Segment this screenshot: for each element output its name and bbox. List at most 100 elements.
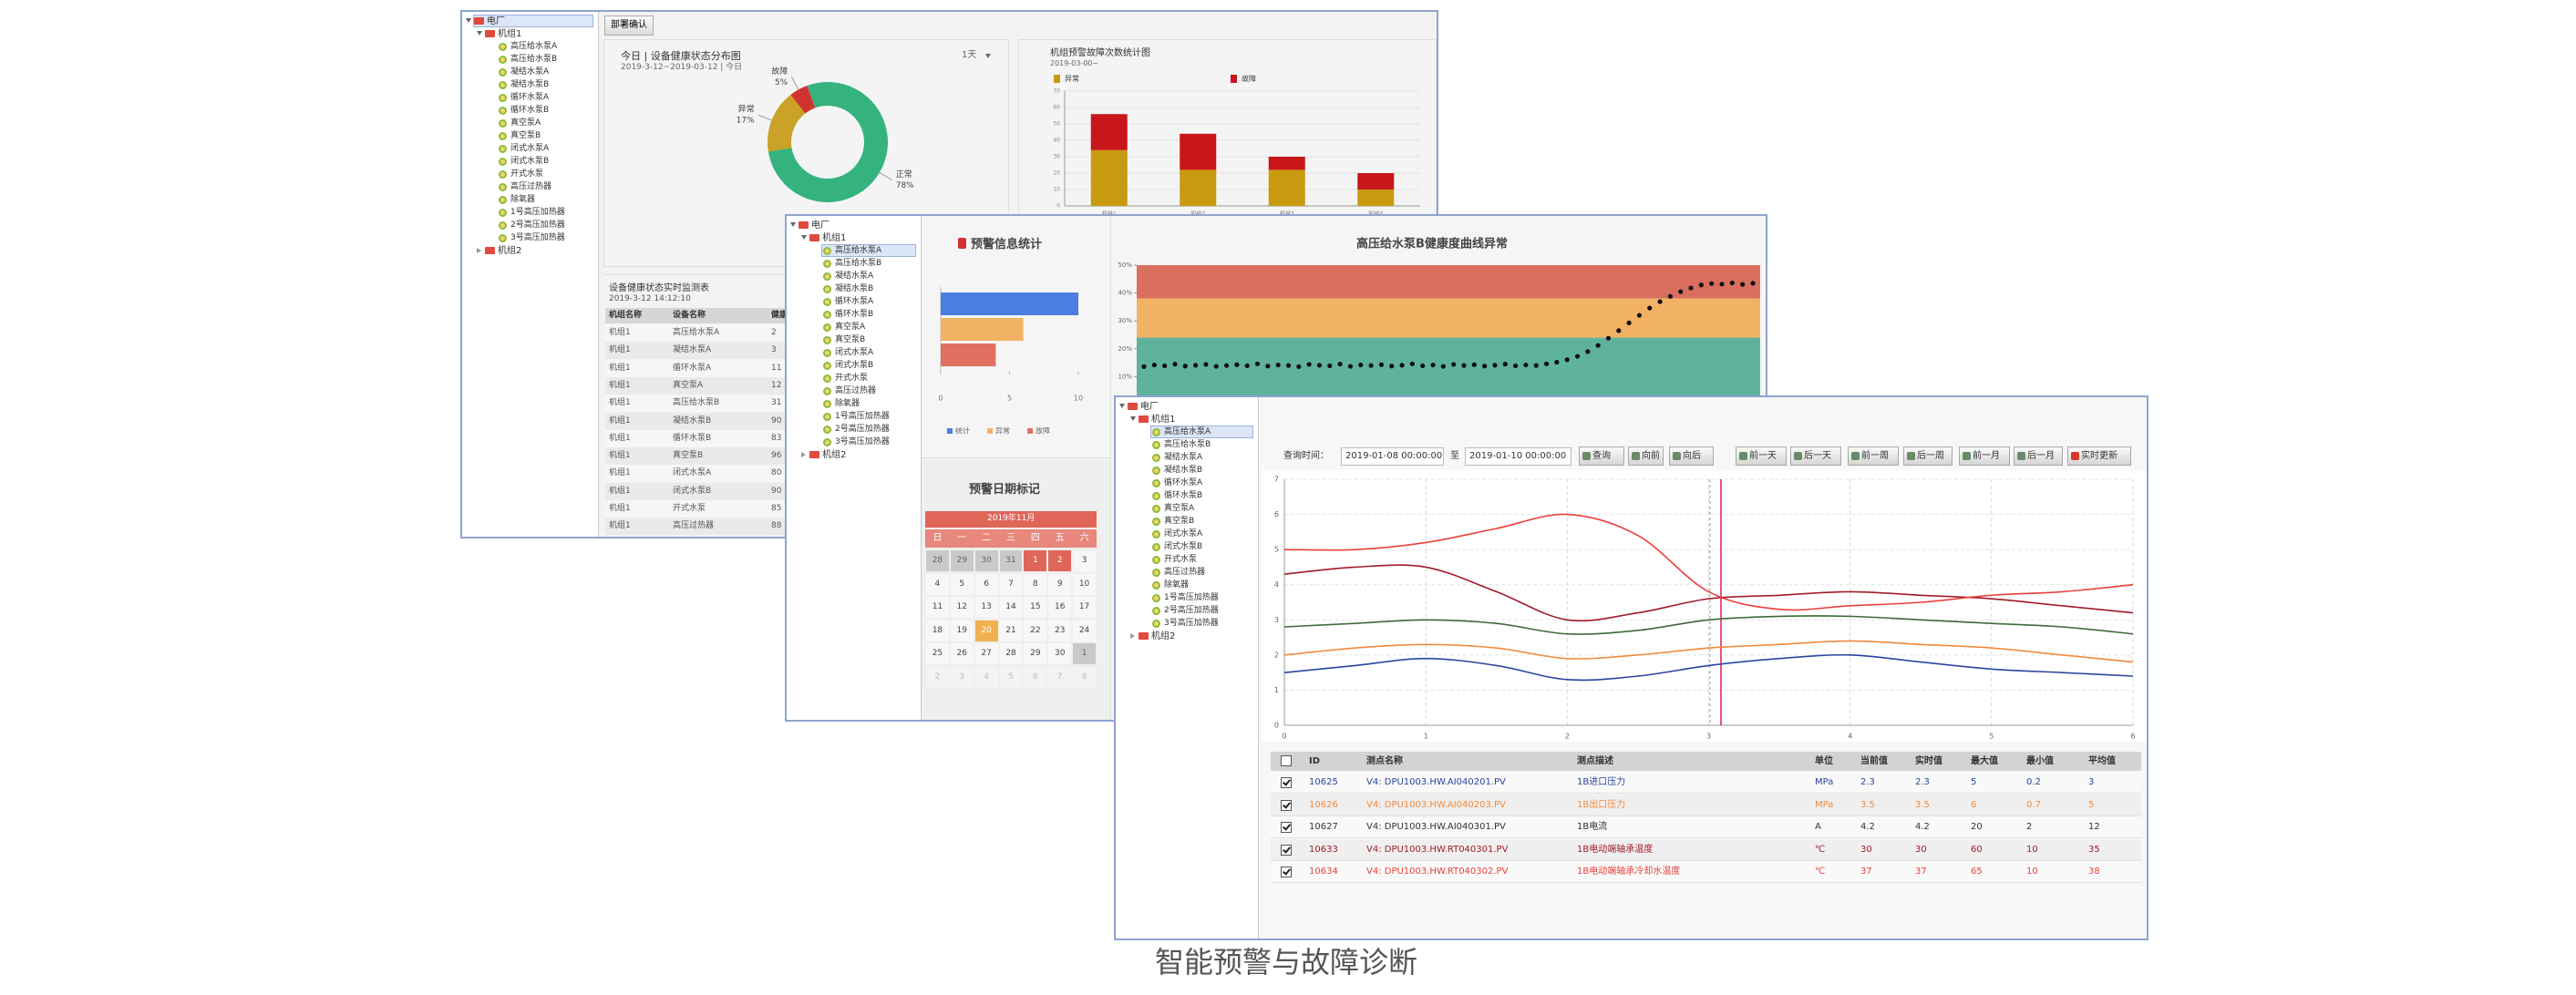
calendar-title: 预警日期标记 <box>969 483 1041 497</box>
calendar-cell <box>1073 643 1096 664</box>
tree-label: 循环水泵A <box>510 93 550 102</box>
tree-selection <box>1150 426 1253 438</box>
bar <box>941 318 1024 341</box>
calendar-day: 22 <box>1030 625 1041 635</box>
table-cell: A <box>1815 822 1821 832</box>
tree-label: 开式水泵 <box>510 169 544 179</box>
status-icon <box>1152 530 1160 539</box>
table-cell: 65 <box>1971 867 1983 877</box>
health-point <box>1193 363 1199 368</box>
tree-label: 1号高压加热器 <box>1164 593 1219 602</box>
calendar-cell <box>1048 573 1072 595</box>
tree-label: 3号高压加热器 <box>1164 619 1219 628</box>
calendar-day: 6 <box>984 579 989 589</box>
toolbar-button[interactable]: 前一天 <box>1736 446 1787 466</box>
toolbar-button[interactable]: 部署确认 <box>604 15 654 36</box>
table-cell: ℃ <box>1815 867 1826 877</box>
toolbar-button[interactable]: 实时更新 <box>2067 446 2131 466</box>
x-tick-label: 5 <box>1007 395 1012 403</box>
y-tick-label: 6 <box>1274 510 1279 518</box>
tree-label: 3号高压加热器 <box>835 437 890 446</box>
chart-svg: 0 1 2 3 4 5 6 7 0 1 2 3 4 5 6 <box>1274 476 2136 741</box>
health-point <box>1512 363 1519 369</box>
status-icon <box>823 260 831 268</box>
checkmark <box>1283 799 1291 809</box>
x-tick-label: 6 <box>2130 733 2135 741</box>
tree-label: 机组2 <box>498 246 522 256</box>
toolbar-button[interactable]: 后一天 <box>1790 446 1841 466</box>
date-input <box>1465 447 1571 466</box>
calendar-cell <box>1073 666 1096 688</box>
table-cell: 60 <box>1971 844 1983 855</box>
calendar-day: 28 <box>1005 649 1016 658</box>
health-point <box>1213 364 1219 369</box>
tree-label: 闭式水泵A <box>835 348 874 357</box>
tree-label: 高压给水泵B <box>1164 440 1211 449</box>
health-point <box>1729 280 1735 286</box>
tree-label: 机组1 <box>822 233 847 243</box>
tree-label: 闭式水泵B <box>510 157 550 166</box>
toolbar-button[interactable]: 查询 <box>1579 446 1624 466</box>
chart-panel <box>1262 470 2147 742</box>
status-icon <box>823 298 831 306</box>
query-label: 查询时间： <box>1283 451 1329 461</box>
status-icon <box>1152 454 1160 462</box>
toolbar-button[interactable]: 后一月 <box>2014 446 2063 466</box>
table-cell: 机组1 <box>609 415 631 426</box>
button-label: 后一月 <box>2027 451 2055 461</box>
status-icon <box>823 349 831 357</box>
table-cell: 机组1 <box>609 451 631 461</box>
calendar-cell <box>926 666 949 688</box>
folder-icon <box>474 17 484 25</box>
column-header: 最大值 <box>1971 756 1998 766</box>
health-point <box>1420 363 1426 369</box>
table-cell: 20 <box>1971 822 1983 832</box>
y-tick-label: 20 <box>1053 170 1060 177</box>
tree-toggle <box>801 235 807 240</box>
toolbar-button[interactable]: 后一周 <box>1903 446 1953 466</box>
y-tick-label: 10% <box>1118 373 1132 380</box>
status-icon <box>1152 620 1160 628</box>
calendar-cell <box>974 597 998 618</box>
tree-label: 凝结水泵A <box>510 67 550 77</box>
table-cell: 12 <box>2088 822 2100 832</box>
table-cell: 高压过热器 <box>673 521 715 531</box>
toolbar-button[interactable]: 前一周 <box>1848 446 1899 466</box>
health-point <box>1461 363 1467 368</box>
table-cell: 2.3 <box>1860 777 1875 787</box>
tree-panel: 电厂 机组1 高压给水泵A 高压给水泵B 凝结水泵A 凝结水泵B 循环水泵A 循环水泵B 真空泵… <box>1116 397 1259 939</box>
tree-label: 高压过热器 <box>1164 568 1206 577</box>
health-point <box>1564 357 1570 363</box>
bar <box>941 344 996 366</box>
toolbar-button[interactable]: 向后 <box>1669 446 1714 466</box>
calendar-day: 1 <box>1081 649 1087 658</box>
calendar-cell <box>926 643 949 664</box>
column-header: 最小值 <box>2026 756 2054 766</box>
toolbar-button[interactable]: 向前 <box>1628 446 1664 466</box>
tree-label: 循环水泵B <box>510 106 550 115</box>
table-title: 设备健康状态实时监测表 <box>609 283 709 293</box>
button-icon <box>1632 452 1640 460</box>
series-line <box>1283 640 2134 663</box>
folder-icon <box>1139 632 1149 640</box>
toolbar-button[interactable]: 前一月 <box>1959 446 2010 466</box>
y-tick-label: 40% <box>1118 290 1132 297</box>
tree-label: 电厂 <box>487 16 505 26</box>
legend-swatch <box>947 428 953 434</box>
table-cell: 10625 <box>1309 777 1338 787</box>
x-tick-label: 机组1 <box>1102 210 1117 218</box>
health-point <box>1471 362 1477 367</box>
health-band <box>1137 337 1760 403</box>
tree-label: 开式水泵 <box>1164 555 1198 564</box>
status-icon <box>1152 441 1160 449</box>
calendar-day: 17 <box>1078 602 1090 611</box>
calendar-cell <box>999 643 1023 664</box>
checkbox <box>1281 844 1292 856</box>
calendar-day: 3 <box>959 672 965 682</box>
table-row <box>1271 794 2141 816</box>
status-icon <box>499 183 507 191</box>
calendar-day: 29 <box>1030 649 1041 658</box>
table-row <box>1271 772 2141 794</box>
